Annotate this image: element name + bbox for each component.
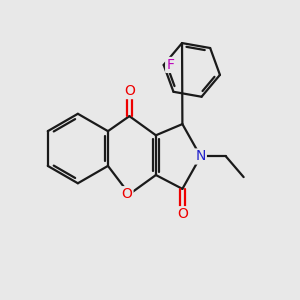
Text: N: N (196, 149, 206, 164)
Text: O: O (177, 207, 188, 221)
Text: F: F (166, 58, 174, 72)
Text: O: O (124, 84, 135, 98)
Text: O: O (122, 187, 133, 201)
